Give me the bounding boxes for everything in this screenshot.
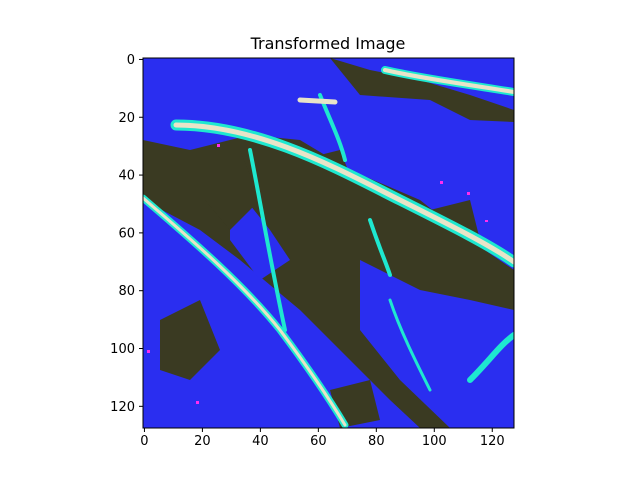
axes-frame bbox=[142, 57, 515, 429]
y-axis: 0 20 40 60 80 100 120 bbox=[110, 53, 143, 415]
x-tick-label: 60 bbox=[310, 434, 327, 449]
x-tick-label: 80 bbox=[368, 434, 385, 449]
y-tick-label: 0 bbox=[127, 53, 135, 68]
chart-title: Transformed Image bbox=[250, 34, 406, 53]
x-tick-label: 40 bbox=[252, 434, 269, 449]
x-tick-label: 20 bbox=[194, 434, 211, 449]
x-axis: 0 20 40 60 80 100 120 bbox=[140, 428, 505, 449]
veins bbox=[143, 66, 514, 428]
y-tick-label: 120 bbox=[110, 400, 135, 415]
y-tick-label: 20 bbox=[118, 111, 135, 126]
x-tick-label: 100 bbox=[422, 434, 447, 449]
x-tick-label: 120 bbox=[480, 434, 505, 449]
image-area bbox=[143, 58, 514, 428]
magenta-specks bbox=[147, 144, 488, 404]
y-tick-label: 60 bbox=[118, 226, 135, 241]
x-tick-label: 0 bbox=[140, 434, 148, 449]
y-tick-label: 80 bbox=[118, 284, 135, 299]
y-tick-label: 100 bbox=[110, 342, 135, 357]
y-tick-label: 40 bbox=[118, 169, 135, 184]
